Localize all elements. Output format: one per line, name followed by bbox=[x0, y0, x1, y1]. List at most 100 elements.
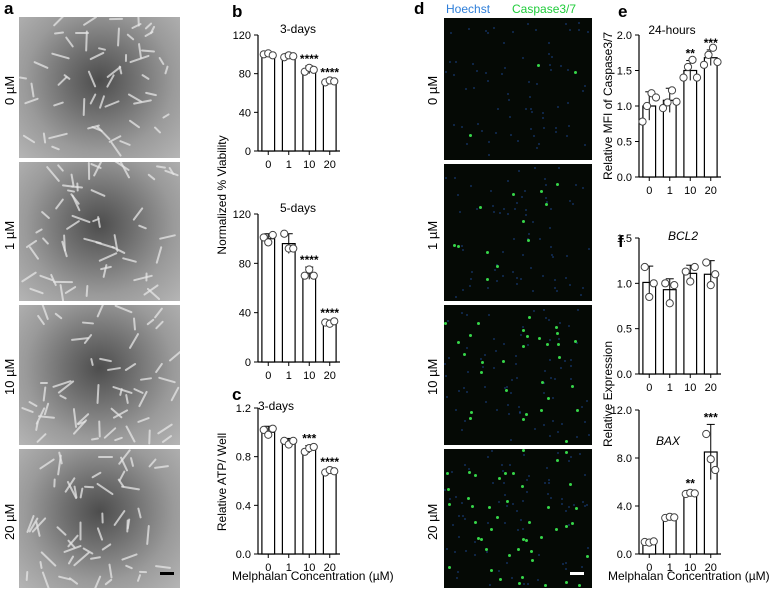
nucleus-spot bbox=[548, 319, 550, 321]
cell-shape bbox=[164, 65, 169, 75]
nucleus-spot bbox=[492, 205, 494, 207]
nucleus-spot bbox=[575, 184, 577, 186]
nucleus-spot bbox=[576, 342, 578, 344]
nucleus-spot bbox=[544, 482, 546, 484]
nucleus-spot bbox=[570, 378, 572, 380]
nucleus-spot bbox=[453, 74, 455, 76]
b-top-bar bbox=[322, 80, 337, 152]
nucleus-spot bbox=[466, 347, 468, 349]
nucleus-spot bbox=[502, 251, 504, 253]
cell-shape bbox=[36, 432, 47, 444]
nucleus-spot bbox=[530, 128, 532, 130]
cell-shape bbox=[124, 53, 128, 63]
nucleus-spot bbox=[523, 583, 525, 585]
b-bottom-ytick-label: 120 bbox=[233, 209, 251, 221]
xlabel-left: Melphalan Concentration (µM) bbox=[232, 569, 394, 583]
nucleus-spot bbox=[543, 392, 545, 394]
nucleus-spot bbox=[504, 387, 506, 389]
nucleus-spot bbox=[472, 63, 474, 65]
cell-shape bbox=[138, 570, 148, 574]
nucleus-spot bbox=[528, 475, 530, 477]
cell-shape bbox=[81, 321, 95, 325]
nucleus-spot bbox=[538, 143, 540, 145]
c-point bbox=[309, 442, 318, 452]
f-top-point bbox=[702, 258, 711, 267]
nucleus-spot bbox=[487, 80, 489, 82]
caspase-spot bbox=[576, 409, 579, 412]
nucleus-spot bbox=[544, 370, 546, 372]
nucleus-spot bbox=[545, 317, 547, 319]
cell-shape bbox=[58, 394, 68, 400]
nucleus-spot bbox=[528, 233, 530, 235]
caspase-spot bbox=[446, 472, 449, 475]
nucleus-spot bbox=[558, 167, 560, 169]
row-label-d-3: 20 µM bbox=[425, 503, 440, 540]
micrograph-a-20uM bbox=[19, 449, 180, 588]
e-ylabel: Relative MFI of Caspase3/7 bbox=[601, 32, 615, 180]
b-bottom-point bbox=[325, 319, 334, 328]
nucleus-spot bbox=[491, 450, 493, 452]
cell-shape bbox=[126, 33, 135, 41]
e-point bbox=[683, 62, 693, 72]
cell-shape bbox=[137, 224, 148, 230]
caspase-spot bbox=[522, 449, 525, 452]
b-bottom-point bbox=[264, 238, 273, 247]
cell-shape bbox=[141, 73, 150, 81]
cell-shape bbox=[28, 400, 38, 408]
cell-shape bbox=[72, 551, 91, 567]
nucleus-spot bbox=[461, 312, 463, 314]
nucleus-spot bbox=[470, 185, 472, 187]
nucleus-spot bbox=[582, 501, 584, 503]
nucleus-spot bbox=[530, 108, 532, 110]
e-point bbox=[699, 60, 709, 69]
caspase-spot bbox=[569, 483, 572, 486]
e-xtick-label: 20 bbox=[705, 185, 717, 197]
cell-shape bbox=[98, 420, 101, 438]
cell-shape bbox=[168, 348, 180, 362]
c-significance: *** bbox=[302, 432, 316, 446]
nucleus-spot bbox=[455, 496, 457, 498]
f-top-xtick-label: 20 bbox=[705, 382, 717, 394]
f-bottom-point bbox=[686, 488, 695, 497]
nucleus-spot bbox=[446, 548, 448, 550]
cell-shape bbox=[41, 237, 50, 245]
nucleus-spot bbox=[557, 106, 559, 108]
cell-shape bbox=[126, 519, 129, 533]
nucleus-spot bbox=[532, 221, 534, 223]
e-bar bbox=[683, 69, 698, 178]
cell-shape bbox=[79, 487, 84, 499]
nucleus-spot bbox=[526, 479, 528, 481]
nucleus-spot bbox=[453, 124, 455, 126]
f-bottom-point bbox=[690, 489, 699, 498]
nucleus-spot bbox=[446, 396, 448, 398]
xlabel-right: Melphalan Concentration (µM) bbox=[608, 569, 770, 583]
cell-shape bbox=[82, 97, 86, 117]
nucleus-spot bbox=[549, 435, 551, 437]
nucleus-spot bbox=[576, 436, 578, 438]
nucleus-spot bbox=[582, 90, 584, 92]
caspase-spot bbox=[504, 472, 507, 475]
nucleus-spot bbox=[510, 439, 512, 441]
c-point bbox=[325, 465, 334, 475]
nucleus-spot bbox=[497, 108, 499, 110]
cell-shape bbox=[52, 17, 67, 27]
nucleus-spot bbox=[554, 279, 556, 281]
cell-shape bbox=[72, 407, 78, 429]
nucleus-spot bbox=[516, 277, 518, 279]
cell-shape bbox=[96, 527, 104, 541]
b-top-significance: **** bbox=[320, 65, 339, 79]
cell-shape bbox=[30, 82, 35, 98]
nucleus-spot bbox=[452, 524, 454, 526]
e-point bbox=[679, 73, 688, 82]
cell-shape bbox=[144, 30, 154, 38]
nucleus-spot bbox=[533, 135, 535, 137]
nucleus-spot bbox=[468, 468, 470, 470]
cell-shape bbox=[136, 573, 142, 583]
nucleus-spot bbox=[579, 453, 581, 455]
nucleus-spot bbox=[569, 284, 571, 286]
nucleus-spot bbox=[509, 464, 511, 466]
cell-shape bbox=[144, 91, 158, 97]
f-top-xtick-label: 1 bbox=[667, 382, 673, 394]
nucleus-spot bbox=[459, 211, 461, 213]
b-top-title: 3-days bbox=[280, 22, 316, 36]
